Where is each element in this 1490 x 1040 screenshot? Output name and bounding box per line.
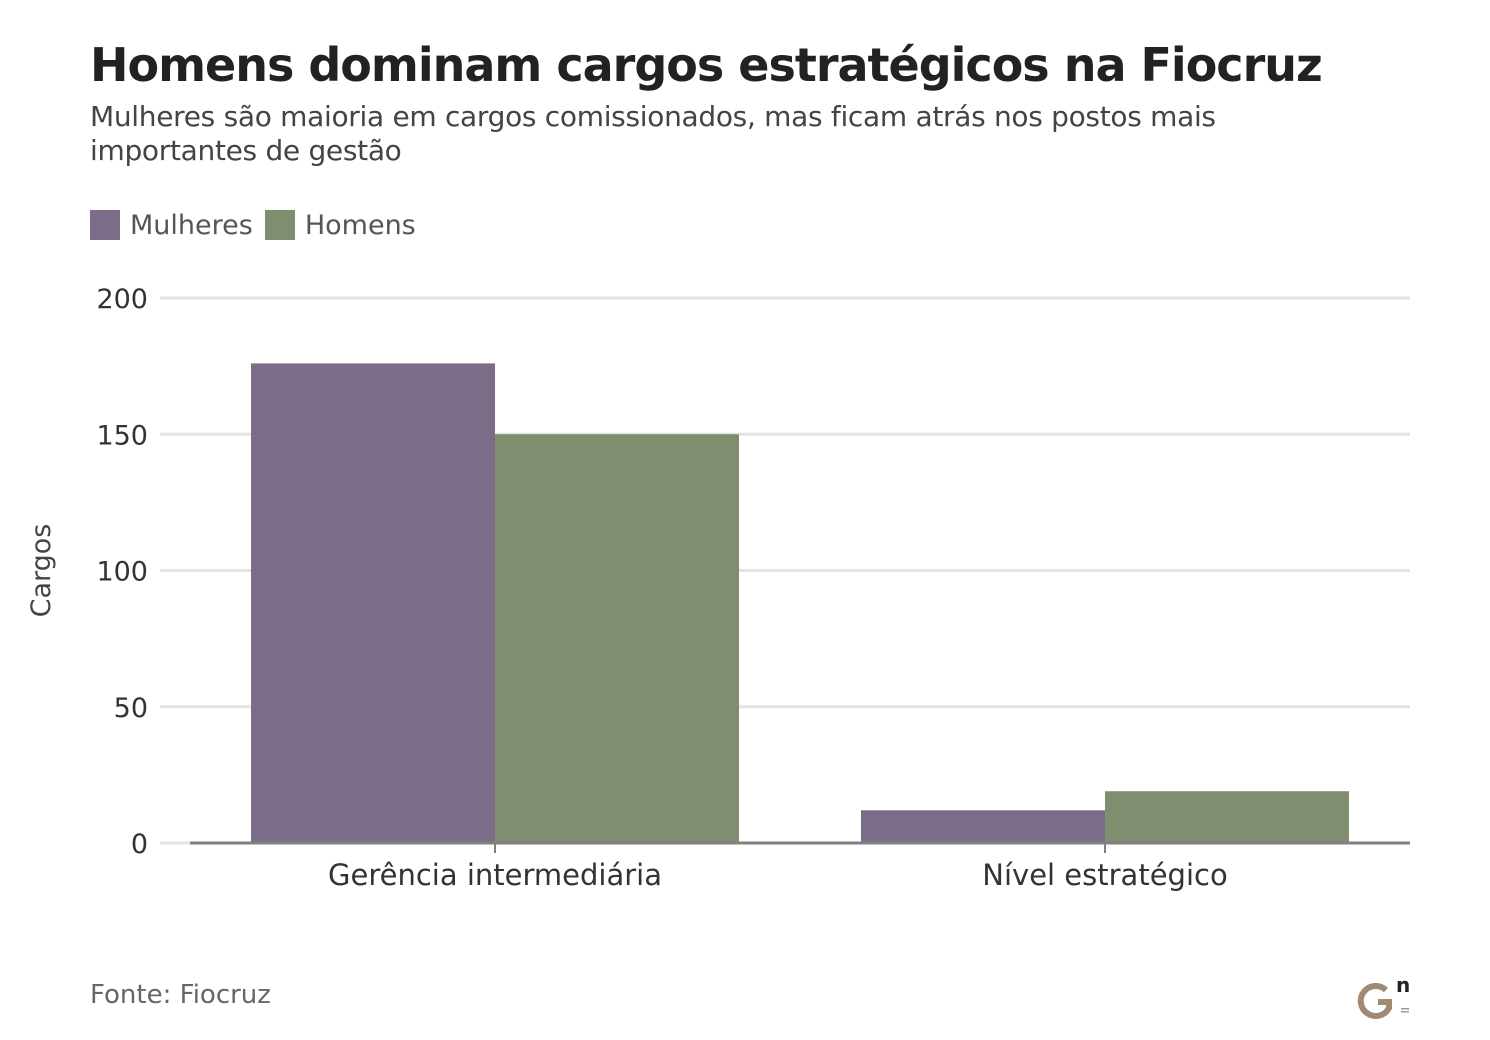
legend-label-mulheres: Mulheres xyxy=(130,209,253,241)
svg-text:n: n xyxy=(1396,976,1410,997)
y-tick-label-150: 150 xyxy=(96,420,148,451)
y-tick-label-200: 200 xyxy=(96,284,148,315)
legend-swatch-homens xyxy=(264,210,295,240)
bar-mulheres-1 xyxy=(861,810,1105,843)
bar-homens-1 xyxy=(1105,791,1349,843)
y-tick-label-50: 50 xyxy=(114,693,148,724)
source-note: Fonte: Fiocruz xyxy=(90,980,271,1010)
y-tick-label-100: 100 xyxy=(96,557,148,588)
y-axis-title: Cargos xyxy=(26,524,57,618)
legend-item-mulheres[interactable]: Mulheres xyxy=(90,210,253,241)
labels-layer: 0 50 100 150 200 Cargos Gerência intermediária… xyxy=(26,284,1228,892)
x-tick-label-0: Gerência intermediária xyxy=(328,858,662,892)
chart-subtitle: Mulheres são maioria em cargos comission… xyxy=(90,100,1216,167)
bar-mulheres-0 xyxy=(251,363,495,843)
legend-item-homens[interactable]: Homens xyxy=(264,209,416,241)
bars-layer xyxy=(251,363,1349,843)
bar-chart: 0 50 100 150 200 Cargos Gerência intermediária… xyxy=(26,284,1410,892)
x-tick-label-1: Nível estratégico xyxy=(982,858,1227,892)
chart-title: Homens dominam cargos estratégicos na Fi… xyxy=(90,38,1323,92)
legend: Mulheres Homens xyxy=(90,208,428,242)
bar-homens-0 xyxy=(495,434,739,843)
y-tick-label-0: 0 xyxy=(131,829,148,860)
gn-logo-icon: n xyxy=(1357,976,1410,1019)
legend-label-homens: Homens xyxy=(304,209,416,241)
legend-swatch-mulheres xyxy=(90,210,120,240)
axis-layer xyxy=(190,841,1410,853)
